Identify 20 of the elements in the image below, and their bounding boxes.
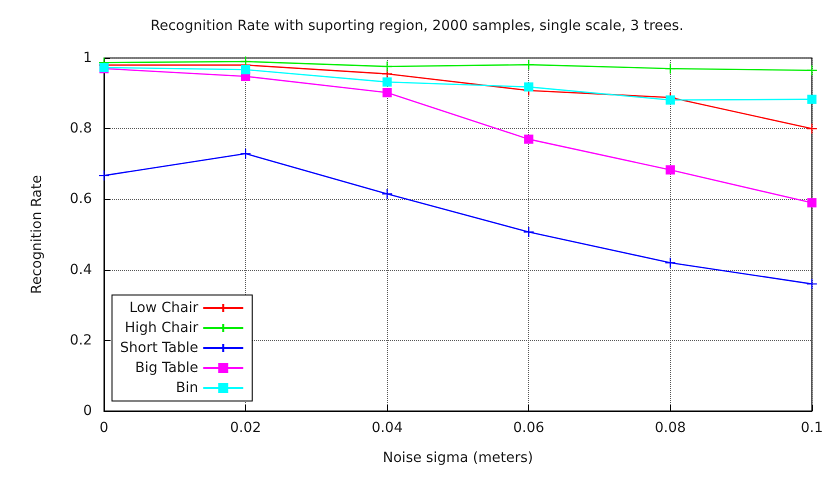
legend-label: Bin <box>176 380 198 396</box>
y-tick-label: 0.8 <box>70 120 92 137</box>
x-tick-label: 0.08 <box>654 420 686 436</box>
y-tick-label: 0 <box>83 403 92 419</box>
x-tick-label: 0.06 <box>513 420 544 436</box>
y-tick-label: 0.6 <box>70 191 92 208</box>
x-tick-label: 0.1 <box>800 420 823 436</box>
chart-title: Recognition Rate with suporting region, 2000 samples, single scale, 3 trees. <box>150 18 684 34</box>
legend-label: Low Chair <box>129 300 198 316</box>
y-tick-label: 1 <box>83 50 92 66</box>
legend-label: Short Table <box>120 340 198 356</box>
y-tick-label: 0.2 <box>70 332 92 348</box>
legend-label: Big Table <box>135 360 198 376</box>
y-axis-title: Recognition Rate <box>29 175 45 294</box>
x-tick-label: 0.02 <box>230 420 262 436</box>
legend-label: High Chair <box>124 320 198 336</box>
x-tick-label: 0.04 <box>372 420 403 436</box>
x-tick-label: 0 <box>100 420 108 436</box>
x-axis-title: Noise sigma (meters) <box>382 450 534 466</box>
y-tick-label: 0.4 <box>70 262 92 278</box>
